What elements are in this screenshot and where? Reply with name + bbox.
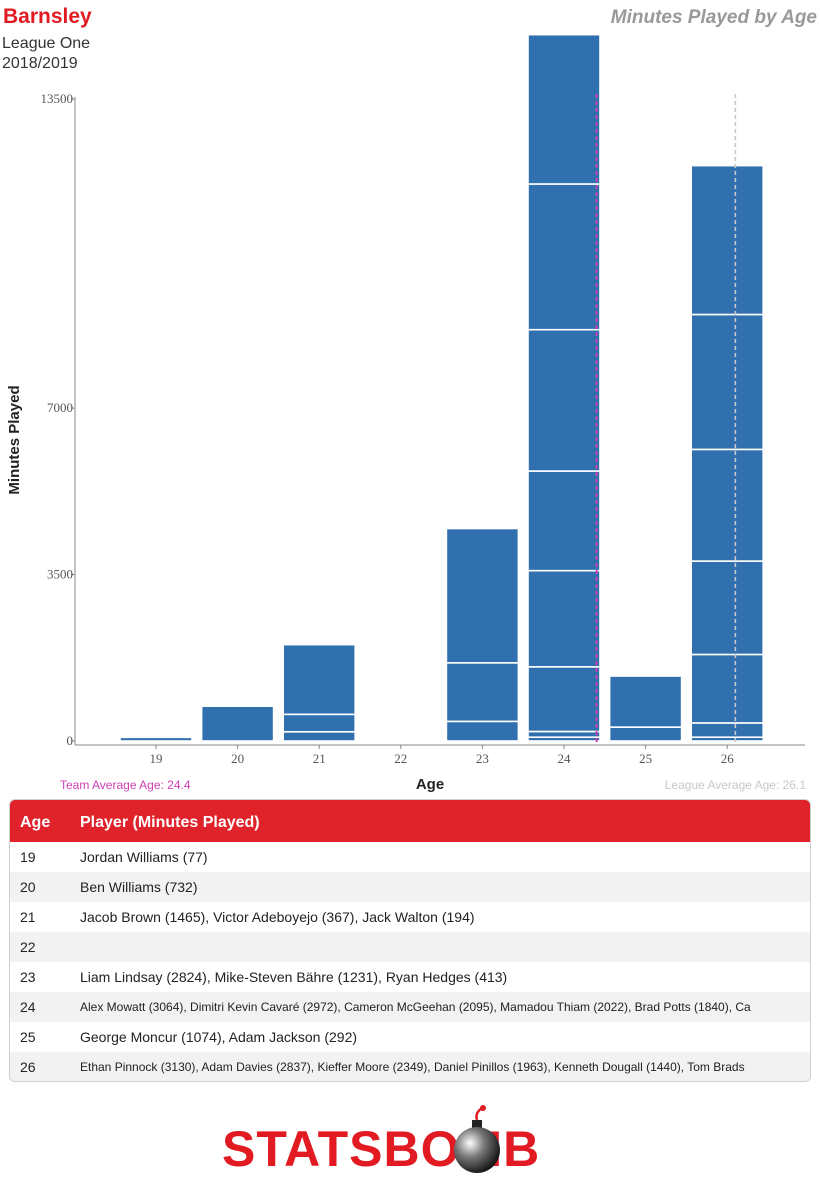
x-tick-label: 26 (721, 751, 735, 766)
bomb-icon (454, 1105, 500, 1173)
x-tick-label: 24 (558, 751, 572, 766)
team-name: Barnsley (3, 5, 92, 28)
bar-segment-age-24 (527, 470, 601, 572)
bar-segment-age-19 (119, 736, 193, 742)
y-axis-label: Minutes Played (6, 385, 23, 494)
bar-segment-age-21 (282, 713, 357, 733)
age-cell: 25 (20, 1029, 36, 1045)
league-name: League One (2, 35, 91, 52)
x-tick-label: 22 (394, 751, 407, 766)
y-tick-label: 3500 (47, 567, 73, 582)
table-row: 24 Alex Mowatt (3064), Dimitri Kevin Cava… (10, 992, 810, 1022)
y-tick-label: 13500 (41, 91, 74, 106)
table-row: 26 Ethan Pinnock (3130), Adam Davies (283… (10, 1052, 810, 1081)
bar-chart: 0 3500 7000 13500 19 20 21 22 23 24 25 26 Minutes Pl… (6, 33, 805, 766)
league-average-age-label: League Average Age: 26.1 (664, 778, 806, 792)
bar-segment-age-24 (527, 666, 601, 733)
bar-segment-age-20 (200, 705, 275, 742)
players-by-age-table: Age Player (Minutes Played) 19 Jordan Wil… (9, 799, 811, 1082)
bar-segment-age-25 (608, 726, 683, 742)
players-cell: Jacob Brown (1465), Victor Adeboyejo (36… (80, 909, 475, 925)
bar-segment-age-24 (527, 33, 601, 185)
bar-segment-age-26 (690, 164, 765, 316)
team-average-age-label: Team Average Age: 24.4 (60, 778, 191, 792)
bar-segment-age-26 (690, 722, 765, 738)
table-row: 20 Ben Williams (732) (10, 872, 810, 902)
table-row: 21 Jacob Brown (1465), Victor Adeboyejo (… (10, 902, 810, 932)
age-cell: 23 (20, 969, 36, 985)
age-column-header: Age (20, 814, 51, 831)
age-cell: 26 (20, 1059, 36, 1075)
age-cell: 20 (20, 879, 36, 895)
bar-segment-age-24 (527, 569, 601, 668)
x-tick-label: 19 (150, 751, 163, 766)
chart-title: Minutes Played by Age (610, 7, 817, 28)
bar-segment-age-23 (445, 662, 520, 723)
age-cell: 22 (20, 939, 36, 955)
season: 2018/2019 (2, 55, 78, 72)
bar-segment-age-23 (445, 527, 520, 664)
player-column-header: Player (Minutes Played) (80, 814, 260, 831)
y-tick-label: 7000 (47, 400, 73, 415)
players-cell: Liam Lindsay (2824), Mike-Steven Bähre (… (80, 969, 508, 985)
table-body: 19 Jordan Williams (77) 20 Ben Williams (7… (10, 842, 810, 1081)
bar-segment-age-25 (608, 675, 683, 728)
table-row: 25 George Moncur (1074), Adam Jackson (29… (10, 1022, 810, 1052)
bar-segment-age-24 (527, 730, 601, 738)
bar-segment-age-21 (282, 643, 357, 716)
x-tick-label: 21 (313, 751, 326, 766)
bar-segment-age-21 (282, 730, 357, 742)
players-cell: Alex Mowatt (3064), Dimitri Kevin Cavaré… (80, 1000, 751, 1014)
bar-segment-age-26 (690, 448, 765, 562)
players-cell: Ben Williams (732) (80, 879, 198, 895)
y-tick-label: 0 (67, 733, 74, 748)
bar-segment-age-23 (445, 720, 520, 742)
x-tick-label: 20 (231, 751, 244, 766)
bar-segment-age-26 (690, 560, 765, 656)
table-row: 23 Liam Lindsay (2824), Mike-Steven Bähre… (10, 962, 810, 992)
table-row: 19 Jordan Williams (77) (10, 842, 810, 872)
x-axis-label: Age (415, 776, 445, 793)
table-header: Age Player (Minutes Played) (10, 800, 810, 842)
bar-segment-age-24 (527, 328, 601, 472)
age-cell: 24 (20, 999, 36, 1015)
players-cell: Jordan Williams (77) (80, 849, 208, 865)
age-cell: 21 (20, 909, 36, 925)
bar-segment-age-26 (690, 313, 765, 451)
x-tick-label: 23 (476, 751, 489, 766)
statsbomb-logo: STATSBOMB (222, 1100, 602, 1180)
bar-segment-age-26 (690, 653, 765, 724)
age-cell: 19 (20, 849, 36, 865)
players-cell: George Moncur (1074), Adam Jackson (292) (80, 1029, 358, 1045)
players-cell: Ethan Pinnock (3130), Adam Davies (2837)… (80, 1060, 745, 1074)
bar-segment-age-24 (527, 183, 601, 331)
x-tick-label: 25 (639, 751, 652, 766)
table-row: 22 (10, 932, 810, 962)
